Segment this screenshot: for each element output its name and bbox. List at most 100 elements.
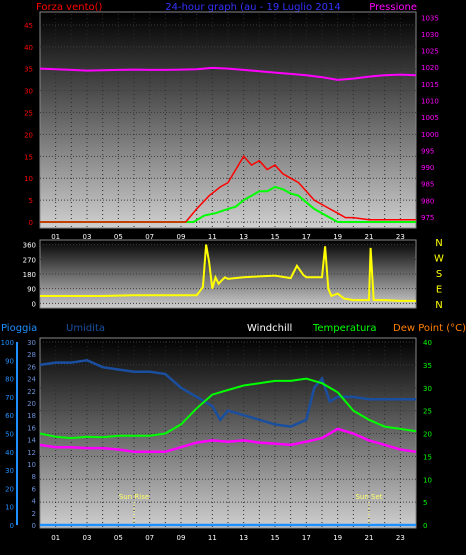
- wind-pressure-plot-area: [39, 11, 417, 229]
- humidity-tick-label: 10: [27, 461, 36, 469]
- pressure-tick-label: 985: [421, 181, 434, 189]
- temperature-tick-label: 0: [423, 522, 427, 530]
- humidity-tick-label: 24: [27, 376, 36, 384]
- compass-label: S: [436, 269, 442, 280]
- pressure-tick-label: 1000: [421, 131, 439, 139]
- rain-tick-label: 20: [5, 485, 14, 493]
- rain-axis-title: Pioggia: [1, 323, 37, 334]
- top-hour-ticks: 01 03 05 07 09 11 13 15 17 19 21 23: [51, 233, 405, 241]
- temperature-tick-label: 35: [423, 362, 432, 370]
- wind-direction-plot-area: [39, 239, 417, 309]
- wind-tick-label: 10: [24, 175, 33, 183]
- humidity-tick-label: 20: [27, 400, 36, 408]
- direction-tick-label: 90: [27, 286, 36, 294]
- wind-tick-label: 35: [24, 66, 33, 74]
- hour-tick-label: 13: [239, 534, 248, 542]
- pressure-axis-title: Pressione: [369, 2, 417, 13]
- rain-tick-label: 60: [5, 412, 14, 420]
- rain-ticks: 0 10 20 30 40 50 60 70 80 90 100: [1, 339, 14, 530]
- humidity-axis-title: Umidita: [66, 323, 105, 334]
- wind-speed-line: [40, 155, 416, 223]
- sun-markers: Sun Rise Sun Set: [119, 493, 383, 525]
- humidity-tick-label: 6: [32, 485, 37, 493]
- humidity-tick-label: 16: [27, 424, 36, 432]
- wind-pressure-series: [39, 66, 417, 223]
- wind-direction-series: [40, 244, 416, 302]
- compass-label: W: [434, 254, 444, 265]
- pressure-ticks: 975 980 985 990 995 1000 1005 1010 1015 1020 1025 1…: [421, 14, 439, 222]
- temperature-line: [39, 377, 417, 440]
- pressure-tick-label: 1035: [421, 14, 439, 22]
- hour-tick-label: 05: [114, 534, 123, 542]
- dewpoint-legend: Dew Point (°C): [393, 323, 466, 334]
- pressure-tick-label: 990: [421, 164, 434, 172]
- rain-tick-label: 0: [10, 522, 14, 530]
- pressure-tick-label: 995: [421, 147, 434, 155]
- humidity-tick-label: 14: [27, 437, 36, 445]
- rain-tick-label: 10: [5, 504, 14, 512]
- wind-tick-label: 20: [24, 131, 33, 139]
- hour-tick-label: 15: [271, 534, 280, 542]
- humidity-tick-label: 30: [27, 339, 36, 347]
- hour-tick-label: 23: [396, 534, 405, 542]
- rain-tick-label: 90: [5, 357, 14, 365]
- pressure-tick-label: 975: [421, 214, 434, 222]
- direction-tick-label: 360: [23, 242, 36, 250]
- temperature-tick-label: 20: [423, 431, 432, 439]
- sunset-label: Sun Set: [355, 493, 382, 501]
- hour-tick-label: 19: [333, 534, 342, 542]
- bottom-hour-ticks: 01 03 05 07 09 11 13 15 17 19 21 23: [51, 534, 405, 542]
- hour-tick-label: 21: [365, 534, 374, 542]
- windchill-legend: Windchill: [247, 323, 292, 334]
- temperature-tick-label: 15: [423, 453, 432, 461]
- direction-tick-label: 270: [23, 256, 36, 264]
- temperature-legend: Temperatura: [312, 323, 377, 334]
- humidity-tick-label: 12: [27, 449, 36, 457]
- hour-tick-label: 01: [51, 534, 60, 542]
- compass-label: E: [436, 285, 442, 296]
- direction-tick-label: 180: [23, 271, 36, 279]
- humidity-tick-label: 26: [27, 363, 36, 371]
- humidity-tick-label: 18: [27, 412, 36, 420]
- temperature-humidity-series: [39, 359, 417, 527]
- humidity-tick-label: 4: [32, 498, 37, 506]
- pressure-tick-label: 1030: [421, 31, 439, 39]
- pressure-tick-label: 1015: [421, 81, 439, 89]
- wind-direction-ticks: 0 90 180 270 360: [23, 242, 36, 309]
- wind-direction-line: [40, 244, 416, 302]
- wind-tick-label: 15: [24, 153, 33, 161]
- humidity-line: [39, 359, 416, 428]
- dewpoint-line: [39, 427, 417, 454]
- hour-tick-label: 23: [396, 233, 405, 241]
- pressure-line: [39, 66, 417, 81]
- humidity-tick-label: 28: [27, 351, 36, 359]
- wind-tick-label: 5: [29, 197, 33, 205]
- rain-tick-label: 70: [5, 394, 14, 402]
- hour-tick-label: 07: [145, 534, 154, 542]
- rain-tick-label: 80: [5, 376, 14, 384]
- humidity-tick-label: 2: [32, 510, 36, 518]
- temperature-tick-label: 5: [423, 499, 427, 507]
- temperature-tick-label: 10: [423, 476, 432, 484]
- hour-tick-label: 09: [177, 233, 186, 241]
- rain-tick-label: 30: [5, 467, 14, 475]
- pressure-tick-label: 1005: [421, 114, 439, 122]
- hour-tick-label: 01: [51, 233, 60, 241]
- hour-tick-label: 17: [302, 233, 311, 241]
- rain-tick-label: 100: [1, 339, 14, 347]
- wind-tick-label: 45: [24, 22, 33, 30]
- hour-tick-label: 05: [114, 233, 123, 241]
- temperature-ticks: 0 5 10 15 20 25 30 35 40: [423, 339, 432, 530]
- wind-speed-ticks: 0 5 10 15 20 25 30 35 40 45: [24, 22, 33, 227]
- hour-tick-label: 09: [177, 534, 186, 542]
- humidity-tick-label: 0: [32, 522, 36, 530]
- hour-tick-label: 03: [83, 233, 92, 241]
- temperature-tick-label: 30: [423, 385, 432, 393]
- hour-tick-label: 19: [333, 233, 342, 241]
- sunrise-label: Sun Rise: [119, 493, 149, 501]
- pressure-tick-label: 1025: [421, 48, 439, 56]
- hour-tick-label: 03: [83, 534, 92, 542]
